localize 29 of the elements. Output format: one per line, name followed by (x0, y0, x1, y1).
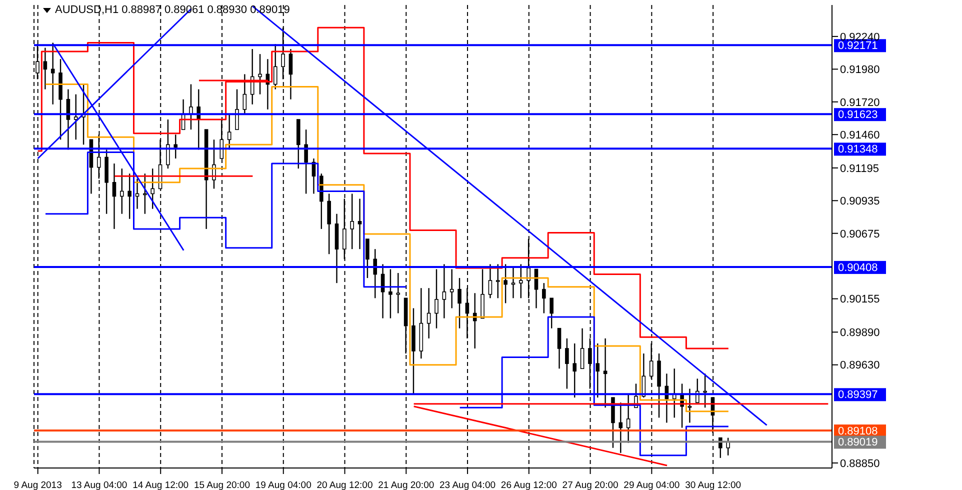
y-tick-label: 0.88850 (840, 458, 880, 470)
x-tick-label: 29 Aug 04:00 (624, 480, 680, 490)
y-tick-label: 0.89630 (840, 360, 880, 372)
x-tick-label: 20 Aug 12:00 (316, 480, 373, 490)
x-tick-label: 19 Aug 04:00 (255, 480, 312, 490)
x-tick-label: 21 Aug 20:00 (378, 480, 434, 490)
x-tick-label: 9 Aug 2013 (14, 480, 62, 490)
ref-line-label: 0.92171 (838, 40, 878, 52)
y-tick-label: 0.89890 (840, 327, 880, 340)
x-tick-label: 27 Aug 20:00 (562, 480, 618, 490)
y-tick-label: 0.90155 (840, 294, 880, 306)
y-tick-label: 0.91195 (840, 162, 879, 175)
y-tick-label: 0.91720 (840, 96, 880, 109)
ref-line-label: 0.91348 (838, 144, 878, 156)
ref-line-label: 0.89397 (838, 389, 878, 402)
x-tick-label: 14 Aug 12:00 (132, 480, 189, 490)
ref-line-label: 0.89108 (838, 426, 878, 438)
ref-line-label: 0.91623 (838, 109, 878, 122)
y-tick-label: 0.90675 (840, 228, 880, 240)
y-tick-label: 0.91980 (840, 64, 880, 76)
x-tick-label: 26 Aug 12:00 (500, 480, 557, 490)
y-tick-label: 0.90935 (840, 196, 880, 208)
ref-line-label: 0.90408 (838, 262, 878, 274)
ref-line-label: 0.89019 (838, 436, 878, 449)
x-tick-label: 13 Aug 04:00 (71, 480, 128, 490)
x-tick-label: 30 Aug 12:00 (685, 480, 742, 490)
x-tick-label: 23 Aug 04:00 (440, 480, 496, 490)
y-tick-label: 0.91460 (840, 129, 880, 142)
x-tick-label: 15 Aug 20:00 (194, 480, 250, 490)
